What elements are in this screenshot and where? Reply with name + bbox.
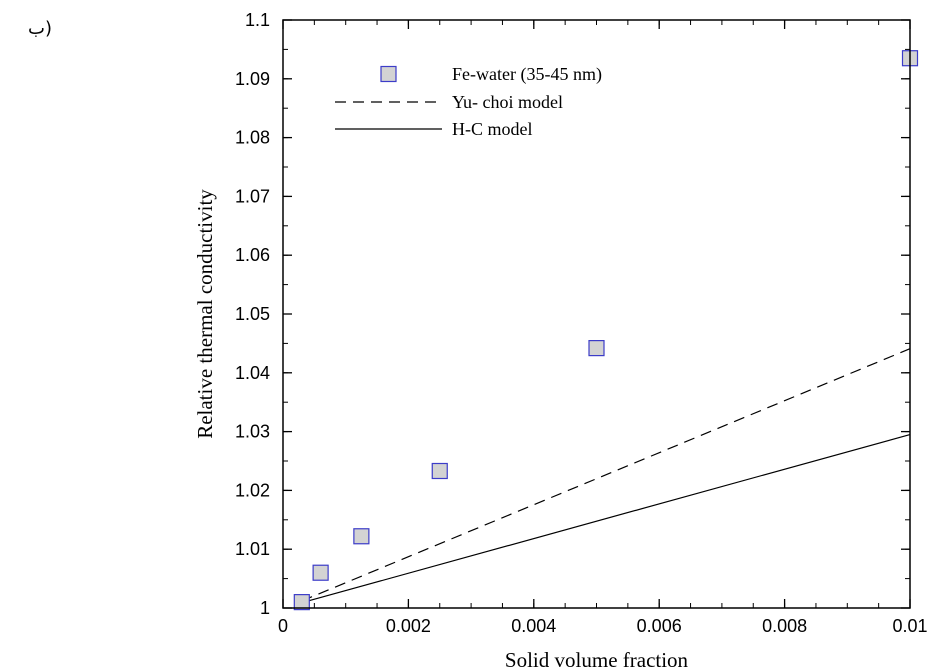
data-point xyxy=(431,462,448,480)
legend-label: H-C model xyxy=(452,119,533,139)
y-axis-title: Relative thermal conductivity xyxy=(193,189,217,439)
x-tick-label: 0 xyxy=(278,616,288,636)
legend-marker xyxy=(380,65,397,83)
minor-ticks xyxy=(282,19,911,609)
x-tick-label: 0.002 xyxy=(386,616,431,636)
x-tick-label: 0.008 xyxy=(762,616,807,636)
y-tick-label: 1.07 xyxy=(235,186,270,206)
yu-choi-model-line xyxy=(301,348,911,602)
y-tick-labels: 1 1.01 1.02 1.03 1.04 1.05 1.06 1.07 1.08 1.09 1.1 xyxy=(235,10,270,618)
y-tick-label: 1.04 xyxy=(235,363,270,383)
model-lines xyxy=(301,348,911,604)
x-tick-labels: 0 0.002 0.004 0.006 0.008 0.01 xyxy=(278,616,928,636)
data-point xyxy=(293,594,310,611)
y-tick-label: 1 xyxy=(260,598,270,618)
corner-mark: ب) xyxy=(28,18,52,39)
y-tick-label: 1.01 xyxy=(235,539,270,559)
x-axis-title: Solid volume fraction xyxy=(505,648,689,672)
major-ticks xyxy=(282,19,911,609)
data-point xyxy=(588,340,605,357)
y-tick-label: 1.09 xyxy=(235,69,270,89)
x-tick-label: 0.006 xyxy=(637,616,682,636)
y-tick-label: 1.08 xyxy=(235,128,270,148)
y-tick-label: 1.06 xyxy=(235,245,270,265)
legend-label: Yu- choi model xyxy=(452,92,563,112)
y-tick-label: 1.1 xyxy=(245,10,270,30)
data-markers xyxy=(293,50,919,611)
x-tick-label: 0.004 xyxy=(511,616,556,636)
legend: Fe-water (35-45 nm) Yu- choi model H-C mod… xyxy=(335,64,602,139)
y-tick-label: 1.03 xyxy=(235,422,270,442)
data-point xyxy=(353,528,370,545)
data-point xyxy=(312,564,329,581)
y-tick-label: 1.05 xyxy=(235,304,270,324)
legend-label: Fe-water (35-45 nm) xyxy=(452,64,602,85)
hc-model-line xyxy=(301,433,911,604)
x-tick-label: 0.01 xyxy=(892,616,927,636)
y-tick-label: 1.02 xyxy=(235,480,270,500)
plot-frame xyxy=(282,19,911,609)
